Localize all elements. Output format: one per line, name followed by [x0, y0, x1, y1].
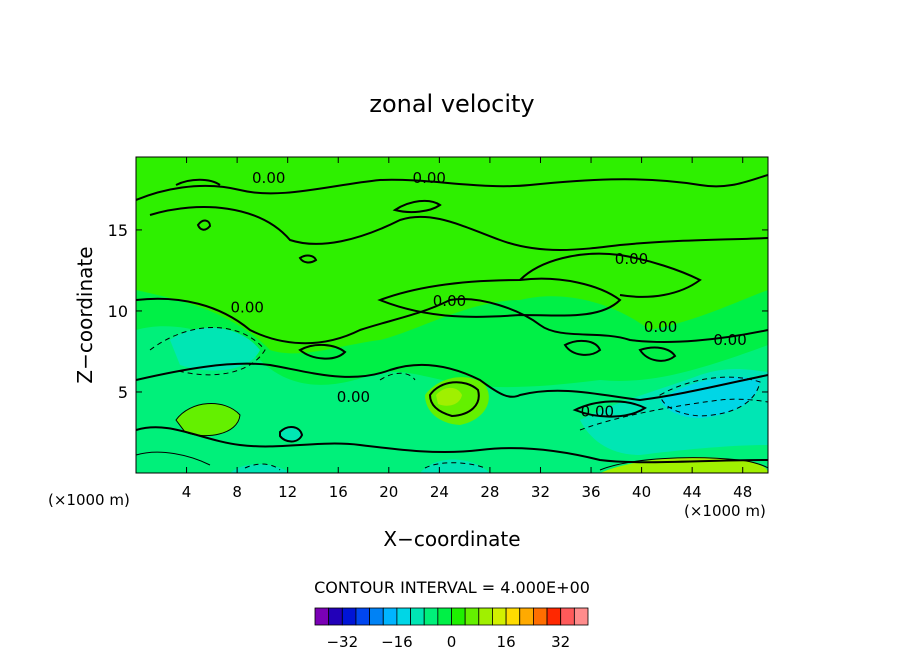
y-tick-label: 10: [108, 302, 128, 321]
plot-frame: [135, 156, 769, 474]
contour-label: 0.00: [433, 292, 466, 310]
field-yellowgreen-left: [176, 403, 240, 436]
colorbar-swatch: [560, 607, 575, 626]
colorbar-tick-label: 16: [497, 633, 516, 651]
colorbar-ticks: −32 −16 0 16 32: [326, 633, 570, 651]
contour-label: 0.00: [644, 318, 677, 336]
contour-label: 0.00: [337, 388, 370, 406]
contour-field: 0.00 0.00 0.00 0.00 0.00 0.00 0.00 0.00 0.00: [136, 157, 768, 473]
field-core-left: [170, 327, 260, 371]
colorbar-swatch: [369, 607, 384, 626]
contour-label: 0.00: [231, 299, 264, 317]
y-axis: 5 10 15: [108, 221, 768, 402]
colorbar-swatch: [437, 607, 452, 626]
colorbar-swatch: [519, 607, 534, 626]
colorbar-tick-label: −16: [381, 633, 413, 651]
y-axis-label: Z−coordinate: [73, 246, 97, 383]
x-tick-label: 16: [329, 483, 348, 501]
colorbar-swatch: [328, 607, 343, 626]
contour-label: 0.00: [581, 402, 614, 420]
colorbar-swatch: [423, 607, 439, 626]
x-tick-label: 40: [632, 483, 651, 501]
field-core-right: [660, 376, 760, 418]
colorbar-swatch: [573, 607, 589, 626]
x-tick-label: 36: [581, 483, 600, 501]
colorbar-tick-label: −32: [326, 633, 358, 651]
colorbar-swatch: [464, 607, 480, 626]
field-patch-mid: [436, 387, 462, 406]
contour-lines: [136, 174, 768, 464]
colorbar-swatch: [355, 607, 371, 626]
x-tick-label: 20: [379, 483, 398, 501]
colorbar-swatch: [533, 607, 548, 626]
contour-label: 0.00: [413, 169, 446, 187]
y-tick-label: 5: [118, 383, 128, 402]
chart-title: zonal velocity: [369, 90, 534, 118]
colorbar-tick-label: 0: [447, 633, 457, 651]
y-tick-label: 15: [108, 221, 128, 240]
contour-label: 0.00: [252, 169, 285, 187]
x-tick-label: 44: [683, 483, 702, 501]
colorbar-swatch: [546, 607, 562, 626]
field-cyan-bottom: [230, 459, 490, 473]
x-tick-label: 4: [182, 483, 192, 501]
colorbar-swatch: [396, 607, 411, 626]
colorbar-swatch: [451, 607, 466, 626]
field-cyan-patch: [280, 426, 302, 442]
contour-lines-negative: [149, 327, 768, 471]
x-tick-label: 28: [480, 483, 499, 501]
colorbar-swatch: [410, 607, 425, 626]
x-tick-label: 24: [430, 483, 449, 501]
colorbar-swatch: [382, 607, 398, 626]
x-axis-label: X−coordinate: [383, 527, 520, 551]
contour-interval-label: CONTOUR INTERVAL = 4.000E+00: [314, 578, 590, 597]
colorbar-swatch: [314, 607, 330, 626]
colorbar-swatch: [478, 607, 493, 626]
colorbar-swatch: [492, 607, 507, 626]
x-axis: 4 8 12 16 20 24 28 32 36 40 44 48: [182, 157, 752, 501]
colorbar: [314, 607, 589, 626]
x-tick-label: 32: [531, 483, 550, 501]
colorbar-swatch: [505, 607, 521, 626]
x-tick-label: 8: [232, 483, 242, 501]
contour-label: 0.00: [713, 331, 746, 349]
x-tick-label: 48: [733, 483, 752, 501]
colorbar-swatch: [341, 607, 357, 626]
y-axis-units: (×1000 m): [48, 491, 130, 509]
colorbar-tick-label: 32: [551, 633, 570, 651]
contour-lines-positive: [136, 403, 768, 471]
contour-labels: 0.00 0.00 0.00 0.00 0.00 0.00 0.00 0.00 0.00: [231, 169, 747, 420]
contour-label: 0.00: [615, 250, 648, 268]
x-axis-units: (×1000 m): [684, 502, 766, 520]
x-tick-label: 12: [278, 483, 297, 501]
